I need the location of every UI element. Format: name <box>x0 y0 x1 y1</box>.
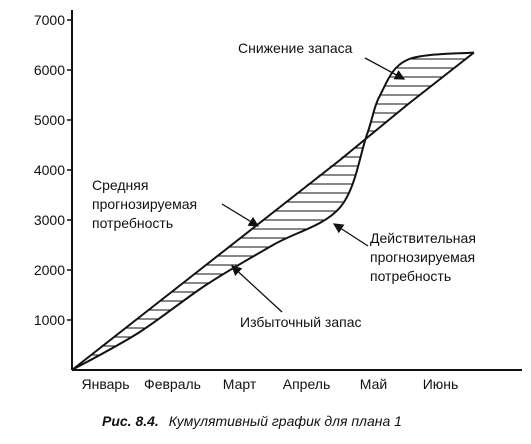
caption-text: Кумулятивный график для плана 1 <box>169 413 402 429</box>
annotation-excess: Избыточный запас <box>240 314 362 330</box>
stock-reduction-hatch <box>366 58 474 132</box>
y-tick-label: 7000 <box>34 12 65 28</box>
x-tick-label: Май <box>360 376 387 392</box>
y-tick-label: 2000 <box>34 262 65 278</box>
y-tick-group: 1000 2000 3000 4000 5000 6000 7000 <box>34 12 72 328</box>
annotation-middle-1: Средняя <box>92 177 148 193</box>
arrow-middle <box>221 203 260 227</box>
arrow-reduction <box>364 57 406 80</box>
series-actual-forecast-line <box>71 51 475 371</box>
annotation-middle-3: потребность <box>92 215 173 231</box>
caption-prefix: Рис. 8.4. <box>102 413 159 429</box>
arrow-excess <box>231 265 283 313</box>
y-tick-label: 1000 <box>34 312 65 328</box>
series-middle-forecast-line <box>71 51 475 371</box>
arrow-actual <box>332 223 369 247</box>
y-tick-label: 4000 <box>34 162 65 178</box>
x-tick-label: Апрель <box>283 376 331 392</box>
y-tick-label: 6000 <box>34 62 65 78</box>
x-tick-label: Январь <box>82 376 130 392</box>
figure-caption: Рис. 8.4. Кумулятивный график для плана … <box>102 413 402 429</box>
annotation-reduction: Снижение запаса <box>238 40 353 56</box>
annotation-actual-2: прогнозируемая <box>370 249 475 265</box>
annotation-middle-2: прогнозируемая <box>92 196 197 212</box>
x-tick-label: Март <box>223 376 257 392</box>
x-tick-label: Февраль <box>144 376 201 392</box>
x-tick-label: Июнь <box>423 376 459 392</box>
x-tick-group: Январь Февраль Март Апрель Май Июнь <box>82 376 459 392</box>
y-tick-label: 5000 <box>34 112 65 128</box>
annotation-actual-3: потребность <box>370 268 451 284</box>
y-tick-label: 3000 <box>34 212 65 228</box>
annotation-actual-1: Действительная <box>370 230 476 246</box>
